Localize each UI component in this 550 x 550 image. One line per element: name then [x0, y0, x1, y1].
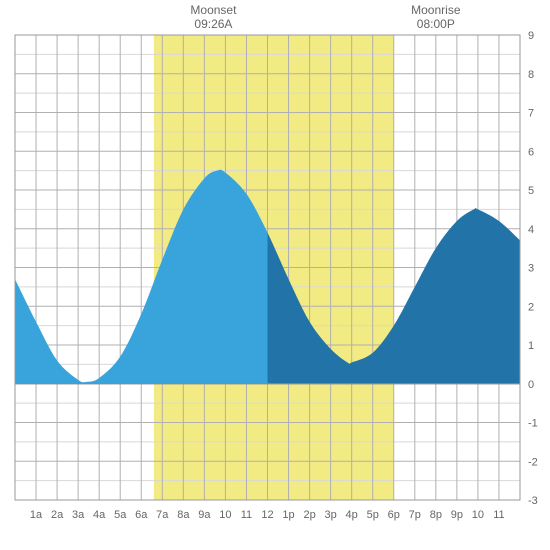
- y-tick-label: 2: [528, 301, 534, 313]
- x-tick-label: 10: [472, 509, 484, 521]
- x-tick-label: 5p: [367, 509, 379, 521]
- x-tick-label: 8p: [430, 509, 442, 521]
- y-tick-label: 0: [528, 379, 534, 391]
- moon-event-time: 08:00P: [417, 17, 455, 31]
- x-tick-label: 11: [241, 509, 252, 521]
- x-tick-label: 2a: [51, 509, 64, 521]
- x-tick-label: 4a: [93, 509, 106, 521]
- tide-chart: -3-2-101234567891a2a3a4a5a6a7a8a9a101112…: [0, 0, 550, 550]
- moon-event-label: Moonrise: [411, 3, 461, 17]
- x-tick-label: 1a: [30, 509, 43, 521]
- y-tick-label: 8: [528, 69, 534, 81]
- y-tick-label: -1: [528, 418, 538, 430]
- x-tick-label: 9p: [451, 509, 463, 521]
- y-tick-label: -2: [528, 456, 538, 468]
- x-tick-label: 1p: [282, 509, 294, 521]
- x-tick-label: 3p: [325, 509, 337, 521]
- y-tick-label: 1: [528, 340, 534, 352]
- y-tick-label: 3: [528, 263, 534, 275]
- x-tick-label: 7p: [409, 509, 421, 521]
- x-tick-label: 10: [219, 509, 231, 521]
- x-tick-label: 6p: [388, 509, 400, 521]
- x-tick-label: 5a: [114, 509, 127, 521]
- moon-event-time: 09:26A: [194, 17, 232, 31]
- x-tick-label: 7a: [156, 509, 169, 521]
- x-tick-label: 4p: [346, 509, 358, 521]
- y-tick-label: 9: [528, 30, 534, 42]
- x-tick-label: 6a: [135, 509, 148, 521]
- y-tick-label: 5: [528, 185, 534, 197]
- moon-event-label: Moonset: [190, 3, 237, 17]
- y-tick-label: 4: [528, 224, 534, 236]
- y-tick-label: 6: [528, 146, 534, 158]
- x-tick-label: 3a: [72, 509, 85, 521]
- x-tick-label: 12: [261, 509, 273, 521]
- y-tick-label: -3: [528, 495, 538, 507]
- x-tick-label: 2p: [303, 509, 315, 521]
- x-tick-label: 9a: [198, 509, 211, 521]
- x-tick-label: 11: [493, 509, 504, 521]
- chart-svg: -3-2-101234567891a2a3a4a5a6a7a8a9a101112…: [0, 0, 550, 550]
- y-tick-label: 7: [528, 108, 534, 120]
- x-tick-label: 8a: [177, 509, 190, 521]
